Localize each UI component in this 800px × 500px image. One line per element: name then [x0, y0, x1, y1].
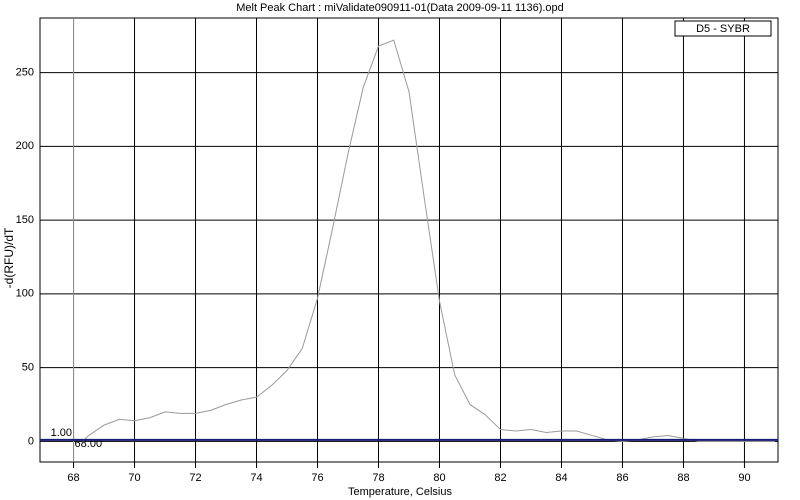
x-tick-label: 90: [738, 472, 750, 484]
y-tick-label: 150: [16, 214, 34, 226]
x-tick-label: 76: [311, 472, 323, 484]
x-tick-label: 82: [494, 472, 506, 484]
x-tick-label: 80: [433, 472, 445, 484]
x-tick-label: 72: [189, 472, 201, 484]
y-axis-label: -d(RFU)/dT: [2, 227, 16, 288]
x-tick-label: 78: [372, 472, 384, 484]
x-tick-label: 74: [250, 472, 262, 484]
y-tick-label: 200: [16, 140, 34, 152]
x-axis-label: Temperature, Celsius: [348, 486, 452, 498]
threshold-label: 1.00: [51, 427, 72, 439]
x-tick-label: 68: [67, 472, 79, 484]
y-tick-label: 0: [28, 435, 34, 447]
legend-box: [674, 20, 772, 37]
y-tick-label: 50: [22, 362, 34, 374]
x-tick-label: 88: [677, 472, 689, 484]
legend-entry: D5 - SYBR: [696, 23, 750, 35]
data-line: [82, 39, 775, 442]
x-tick-label: 84: [555, 472, 567, 484]
chart-title: Melt Peak Chart : miValidate090911-01(Da…: [236, 2, 564, 14]
plot-frame: [39, 17, 779, 463]
y-tick-label: 100: [16, 288, 34, 300]
y-tick-label: 250: [16, 66, 34, 78]
x-tick-label: 70: [128, 472, 140, 484]
x-tick-label: 86: [616, 472, 628, 484]
